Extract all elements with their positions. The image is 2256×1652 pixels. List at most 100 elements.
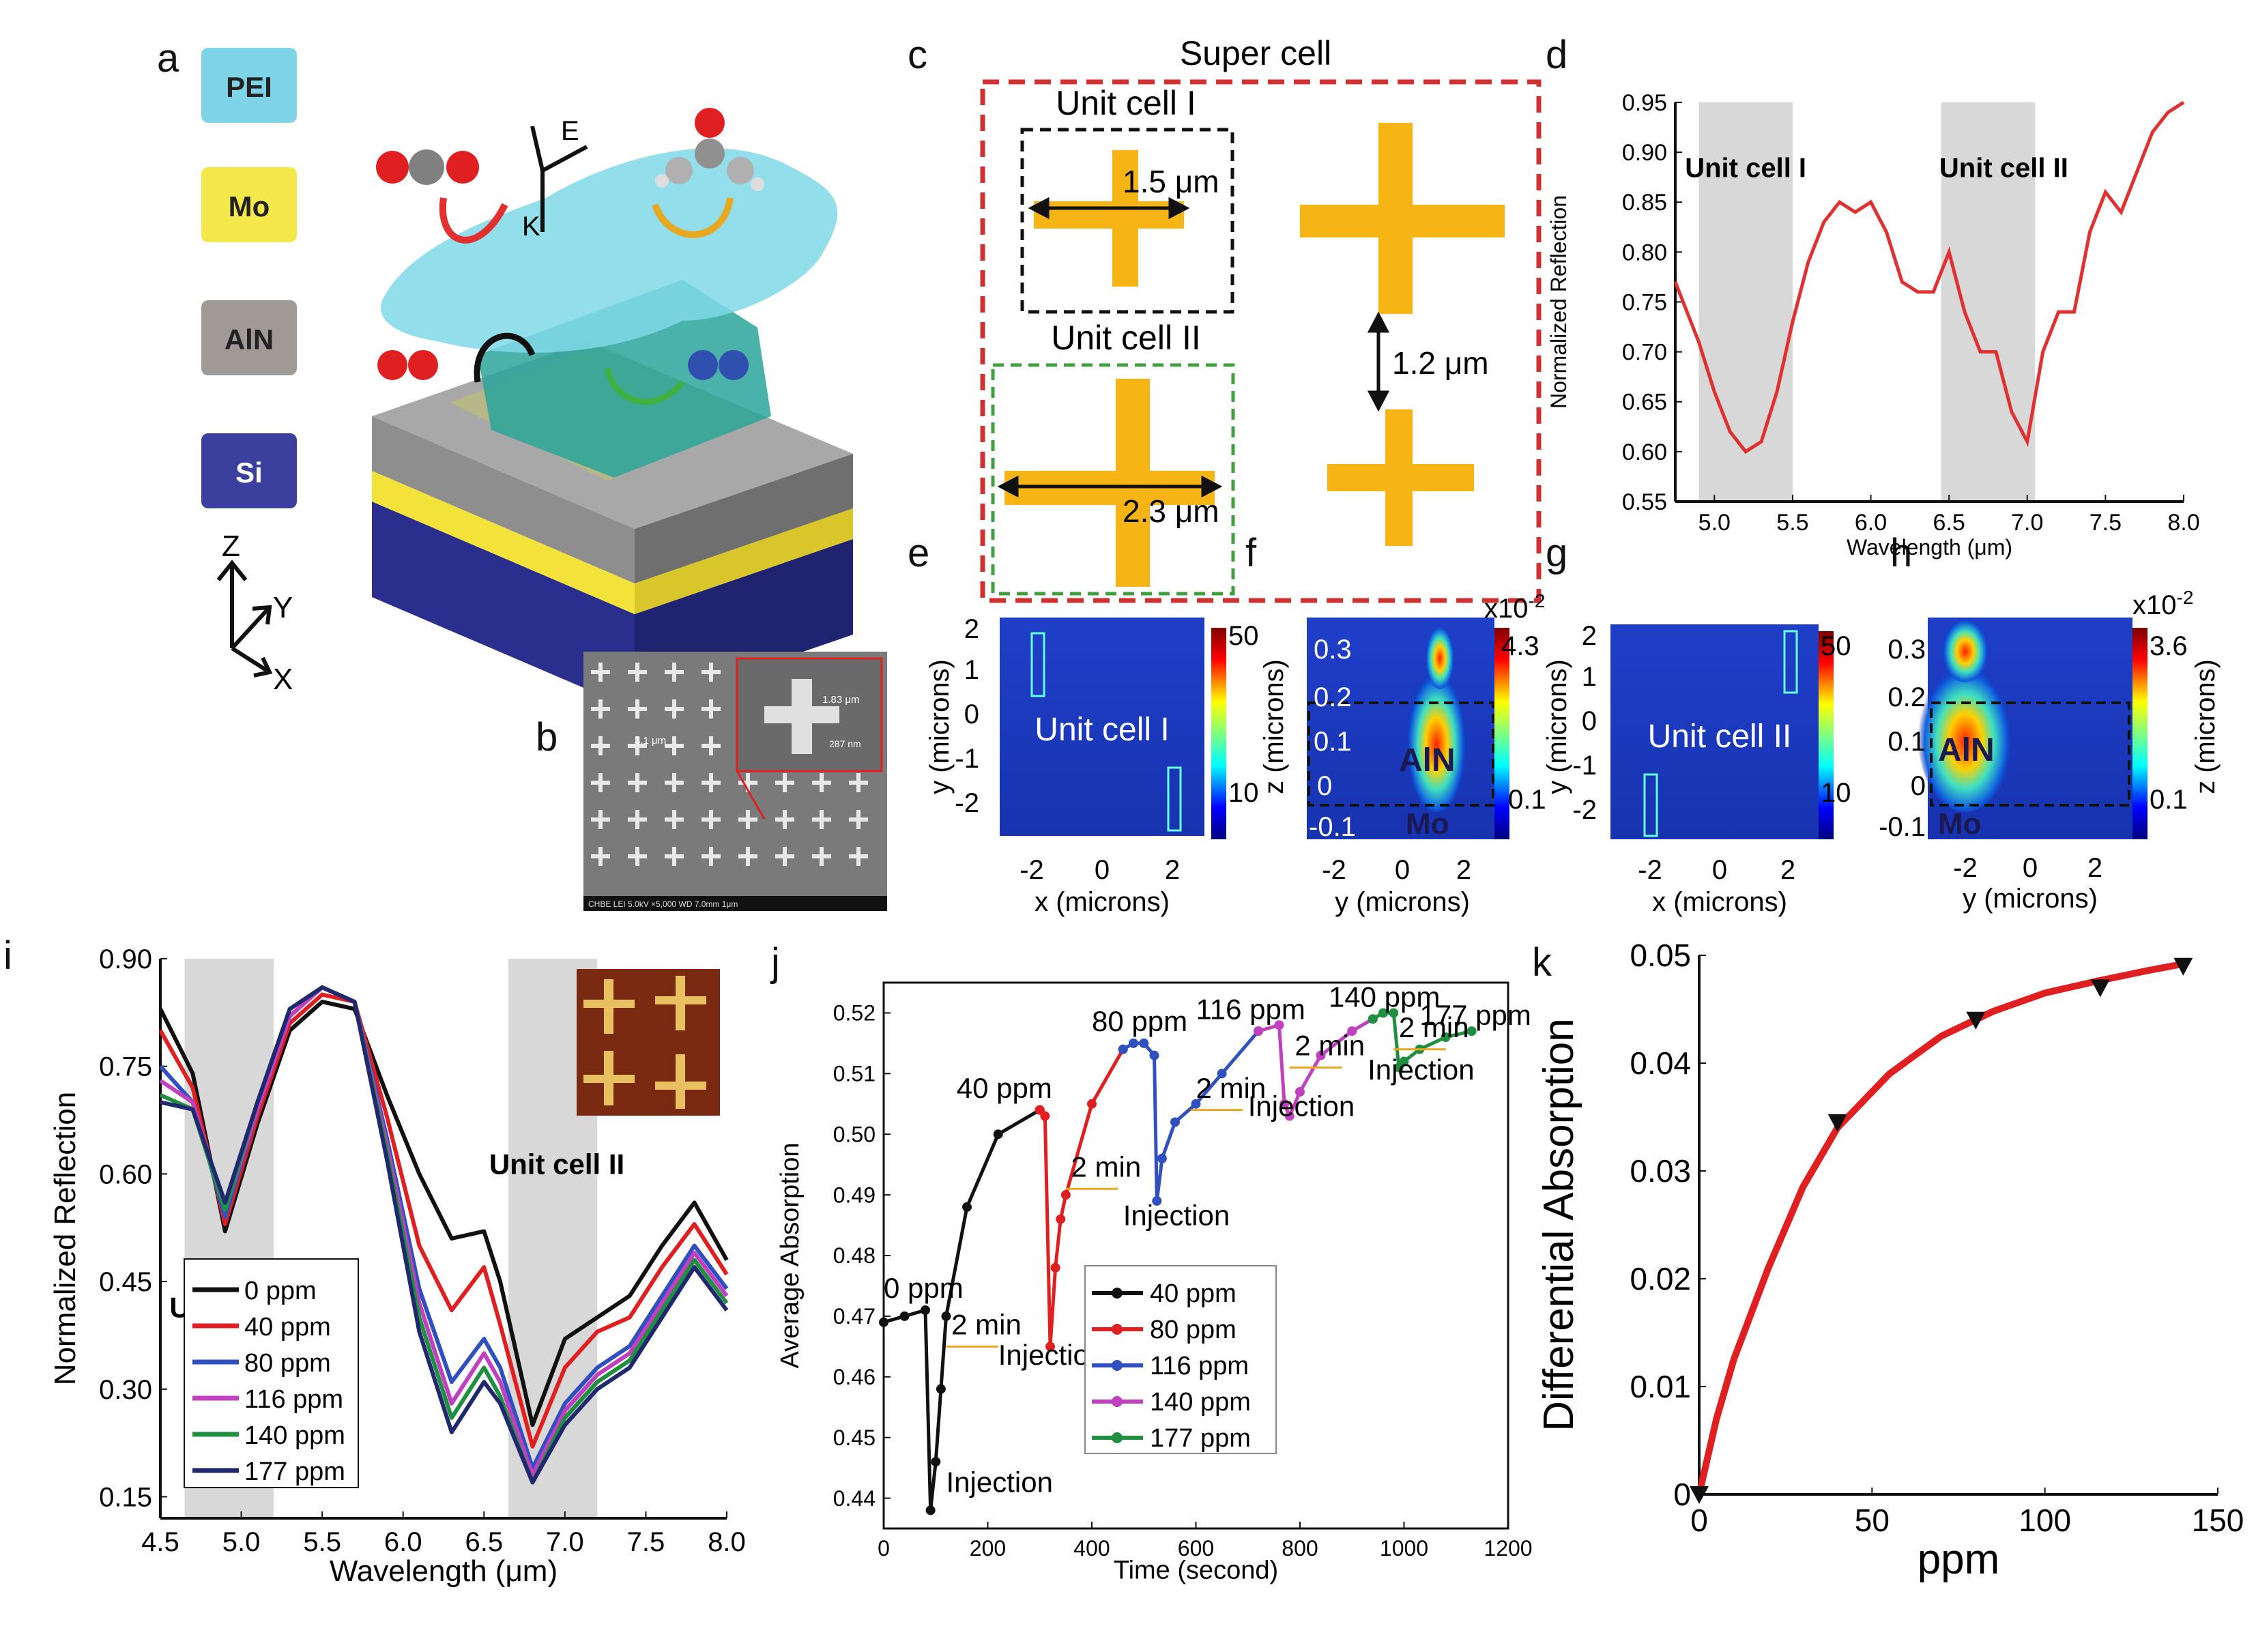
x-axis-label: ppm	[1918, 1536, 2000, 1583]
sem-cross	[738, 781, 757, 785]
series-marker	[1274, 1020, 1284, 1030]
x-tick-label: 5.0	[1698, 510, 1731, 536]
e-ytick: -2	[955, 788, 979, 818]
layer-stack	[372, 148, 853, 710]
legend-si: Si	[201, 433, 297, 508]
colorbar-h-min: 0.1	[2150, 785, 2188, 815]
y-tick-label: 0.48	[833, 1243, 876, 1268]
x-axis-label: Wavelength (μm)	[330, 1554, 558, 1588]
y-tick-label: 0.85	[1622, 190, 1667, 216]
x-tick-label: 200	[970, 1536, 1006, 1561]
series-line	[158, 1000, 729, 1428]
sem-cross	[665, 707, 684, 711]
x-axis-label: Time (second)	[1114, 1556, 1278, 1585]
legend-pei-swatch	[201, 48, 297, 123]
series-marker	[1040, 1111, 1050, 1121]
e-ylabel: y (microns)	[925, 659, 955, 794]
series-marker	[921, 1305, 930, 1315]
x-tick-label: 6.0	[384, 1527, 422, 1557]
x-tick-label: 7.0	[2011, 510, 2043, 536]
sem-cross	[591, 744, 610, 748]
y-axis-label: Average Absorption	[776, 1143, 805, 1369]
panel-label-g: g	[1546, 531, 1567, 575]
fit-line	[1696, 960, 2184, 1496]
sem-cross	[591, 817, 610, 822]
f-ytick: 0.3	[1314, 635, 1352, 665]
annotation-concentration: 177 ppm	[1419, 999, 1531, 1031]
legend-label: 140 ppm	[1150, 1388, 1251, 1417]
legend-box	[184, 1258, 359, 1488]
sem-pitch-label: 3.1 μm	[635, 735, 666, 747]
y-tick-label: 0.50	[833, 1122, 876, 1146]
g-ytick: 1	[1582, 662, 1597, 692]
co2-arrow-icon	[439, 197, 508, 244]
series-marker	[936, 1384, 946, 1394]
y-tick-label: 0.60	[1622, 439, 1667, 465]
x-tick-label: 6.5	[1933, 510, 1965, 536]
afm-inset-crosses	[583, 976, 706, 1109]
sem-cross	[812, 781, 831, 785]
f-xtick: 2	[1456, 855, 1471, 885]
series-marker	[1316, 1050, 1326, 1060]
unit-cell-2-label: Unit cell II	[1051, 319, 1201, 357]
x-tick-label: 8.0	[708, 1527, 746, 1557]
colorbar-e	[1211, 628, 1226, 839]
h-xticks: -2 0 2	[1953, 853, 2102, 883]
series-marker	[1347, 1026, 1357, 1037]
panel-a-schematic: PEI Mo AlN Si Z Y X	[201, 48, 853, 710]
colorbar-h	[2132, 628, 2147, 839]
y-tick-label: 0.60	[99, 1159, 152, 1189]
legend-i: 0 ppm 40 ppm 80 ppm 116 ppm 140 ppm 177 ppm	[184, 1258, 359, 1488]
aln-layer-left	[372, 416, 635, 583]
axis-z-label: Z	[222, 530, 240, 563]
legend-marker	[1112, 1360, 1123, 1371]
panel-label-f: f	[1245, 531, 1257, 575]
g-ylabel: y (microns)	[1542, 659, 1572, 794]
co2-molecule-top	[376, 149, 479, 185]
series-marker	[962, 1202, 972, 1212]
data-point	[2090, 979, 2110, 998]
series-line	[883, 1108, 1041, 1511]
annotation-injection: Injection	[1368, 1054, 1474, 1086]
x-tick-label: 0	[878, 1536, 890, 1561]
cross-1-horizontal	[1034, 201, 1184, 229]
f-ylabel: z (microns)	[1259, 659, 1289, 794]
annotation-unit-cell-2: Unit cell II	[1939, 154, 2068, 184]
x-tick-label: 1000	[1380, 1536, 1428, 1561]
series-marker	[1279, 1099, 1290, 1109]
panel-label-a: a	[157, 36, 179, 81]
series-line	[1038, 1048, 1125, 1347]
sem-cross	[628, 707, 647, 711]
series-marker	[1129, 1038, 1138, 1048]
gap-label: 1.2 μm	[1392, 345, 1489, 381]
x-axis-label: Wavelength (μm)	[1847, 535, 2012, 560]
x-tick-label: 50	[1855, 1503, 1890, 1538]
colorbar-h-scale: x10-2	[2132, 587, 2193, 621]
x-tick-label: 5.0	[222, 1527, 261, 1557]
g-xlabel: x (microns)	[1652, 887, 1787, 917]
panel-label-b: b	[536, 715, 558, 759]
colorbar-h-max: 3.6	[2150, 631, 2188, 661]
f-xtick: -2	[1322, 855, 1346, 885]
o2-molecule	[377, 350, 438, 380]
annotation-concentration: 80 ppm	[1092, 1005, 1187, 1037]
voc-arrow-icon	[652, 197, 734, 238]
sem-cross	[591, 670, 610, 674]
h-ytick: 0.2	[1888, 682, 1926, 712]
legend-mo-swatch	[201, 167, 297, 242]
colorbar-e-min: 10	[1228, 778, 1259, 808]
series-line	[1258, 1017, 1374, 1120]
acetone-molecule	[655, 108, 764, 191]
sem-cross	[665, 670, 684, 674]
legend-pei: PEI	[201, 48, 297, 123]
sem-zoomed-cross	[764, 679, 839, 754]
series-marker	[1139, 1038, 1149, 1048]
h-xlabel: y (microns)	[1963, 884, 2098, 914]
series-marker	[1466, 1026, 1477, 1037]
series-marker	[1050, 1262, 1060, 1273]
x-tick-label: 600	[1178, 1536, 1214, 1561]
x-tick-label: 8.0	[2167, 510, 2199, 536]
panel-label-c: c	[908, 33, 927, 77]
series-marker	[1152, 1196, 1162, 1206]
sem-footer-text: CHBE LEI 5.0kV ×5,000 WD 7.0mm 1μm	[588, 899, 738, 909]
